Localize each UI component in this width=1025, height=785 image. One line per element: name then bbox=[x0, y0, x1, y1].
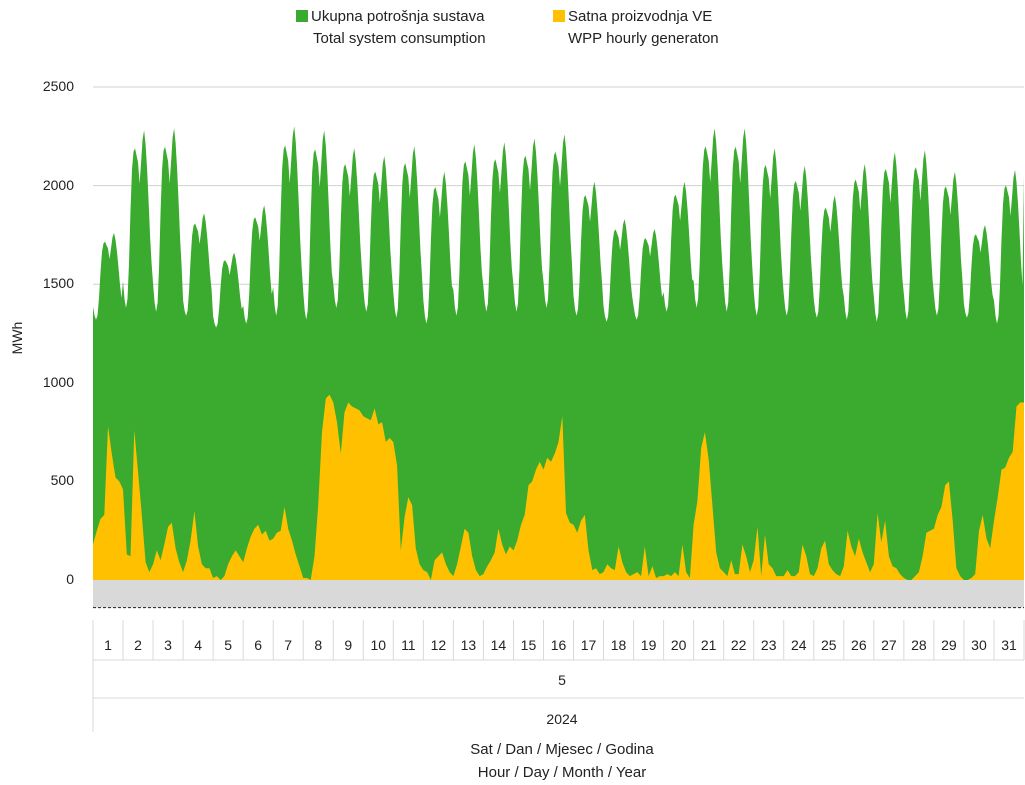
x-tick-day-12: 12 bbox=[431, 637, 447, 653]
y-tick-2500: 2500 bbox=[42, 78, 74, 94]
negative-band bbox=[93, 580, 1024, 608]
year-label: 2024 bbox=[546, 711, 578, 727]
y-tick-0: 0 bbox=[66, 571, 74, 587]
x-axis-title-hr: Sat / Dan / Mjesec / Godina bbox=[470, 741, 654, 758]
x-tick-day-27: 27 bbox=[881, 637, 897, 653]
legend-item-consumption: Ukupna potrošnja sustava Total system co… bbox=[296, 6, 486, 50]
y-tick-500: 500 bbox=[50, 472, 74, 489]
x-axis-title: Sat / Dan / Mjesec / Godina Hour / Day /… bbox=[380, 738, 744, 784]
x-tick-day-20: 20 bbox=[671, 637, 687, 653]
x-tick-day-5: 5 bbox=[224, 637, 232, 653]
x-tick-day-25: 25 bbox=[821, 637, 837, 653]
x-tick-day-31: 31 bbox=[1001, 637, 1017, 653]
x-tick-day-16: 16 bbox=[551, 637, 567, 653]
x-tick-day-7: 7 bbox=[284, 637, 292, 653]
area-wpp-generation bbox=[93, 394, 1024, 580]
x-tick-day-2: 2 bbox=[134, 637, 142, 653]
x-tick-day-15: 15 bbox=[521, 637, 537, 653]
y-tick-1000: 1000 bbox=[42, 373, 74, 390]
x-tick-day-29: 29 bbox=[941, 637, 957, 653]
x-tick-day-3: 3 bbox=[164, 637, 172, 653]
x-tick-day-24: 24 bbox=[791, 637, 807, 653]
x-tick-day-9: 9 bbox=[344, 637, 352, 653]
x-tick-day-14: 14 bbox=[491, 637, 507, 653]
x-tick-day-28: 28 bbox=[911, 637, 927, 653]
x-tick-day-8: 8 bbox=[314, 637, 322, 653]
legend-item-wpp: Satna proizvodnja VE WPP hourly generato… bbox=[553, 6, 719, 50]
x-tick-day-26: 26 bbox=[851, 637, 867, 653]
x-tick-day-1: 1 bbox=[104, 637, 112, 653]
x-axis-title-en: Hour / Day / Month / Year bbox=[477, 764, 647, 781]
x-tick-day-17: 17 bbox=[581, 637, 597, 653]
x-tick-day-18: 18 bbox=[611, 637, 627, 653]
month-label: 5 bbox=[558, 672, 566, 688]
x-tick-day-21: 21 bbox=[701, 637, 717, 653]
x-tick-day-23: 23 bbox=[761, 637, 777, 653]
x-tick-day-30: 30 bbox=[971, 637, 987, 653]
legend-swatch-consumption bbox=[296, 10, 308, 22]
x-tick-day-10: 10 bbox=[371, 637, 387, 653]
x-tick-day-4: 4 bbox=[194, 637, 202, 653]
x-tick-day-6: 6 bbox=[254, 637, 262, 653]
x-tick-day-22: 22 bbox=[731, 637, 747, 653]
legend-label-wpp-en: WPP hourly generaton bbox=[568, 30, 719, 47]
legend-label-consumption-hr: Ukupna potrošnja sustava bbox=[311, 8, 485, 25]
y-tick-1500: 1500 bbox=[42, 275, 74, 292]
y-axis-label: MWh bbox=[9, 321, 25, 355]
y-tick-2000: 2000 bbox=[42, 176, 74, 193]
legend-swatch-wpp bbox=[553, 10, 565, 22]
x-tick-day-19: 19 bbox=[641, 637, 657, 653]
x-axis: 1 2 3 4 5 6 7 8 9 10 11 12 13 14 15 16 17 18 19 20 21 22 23 24 2… bbox=[92, 620, 1025, 732]
legend-label-consumption-en: Total system consumption bbox=[313, 30, 486, 47]
x-tick-day-11: 11 bbox=[401, 637, 416, 653]
x-tick-day-13: 13 bbox=[461, 637, 477, 653]
legend-label-wpp-hr: Satna proizvodnja VE bbox=[568, 8, 713, 25]
